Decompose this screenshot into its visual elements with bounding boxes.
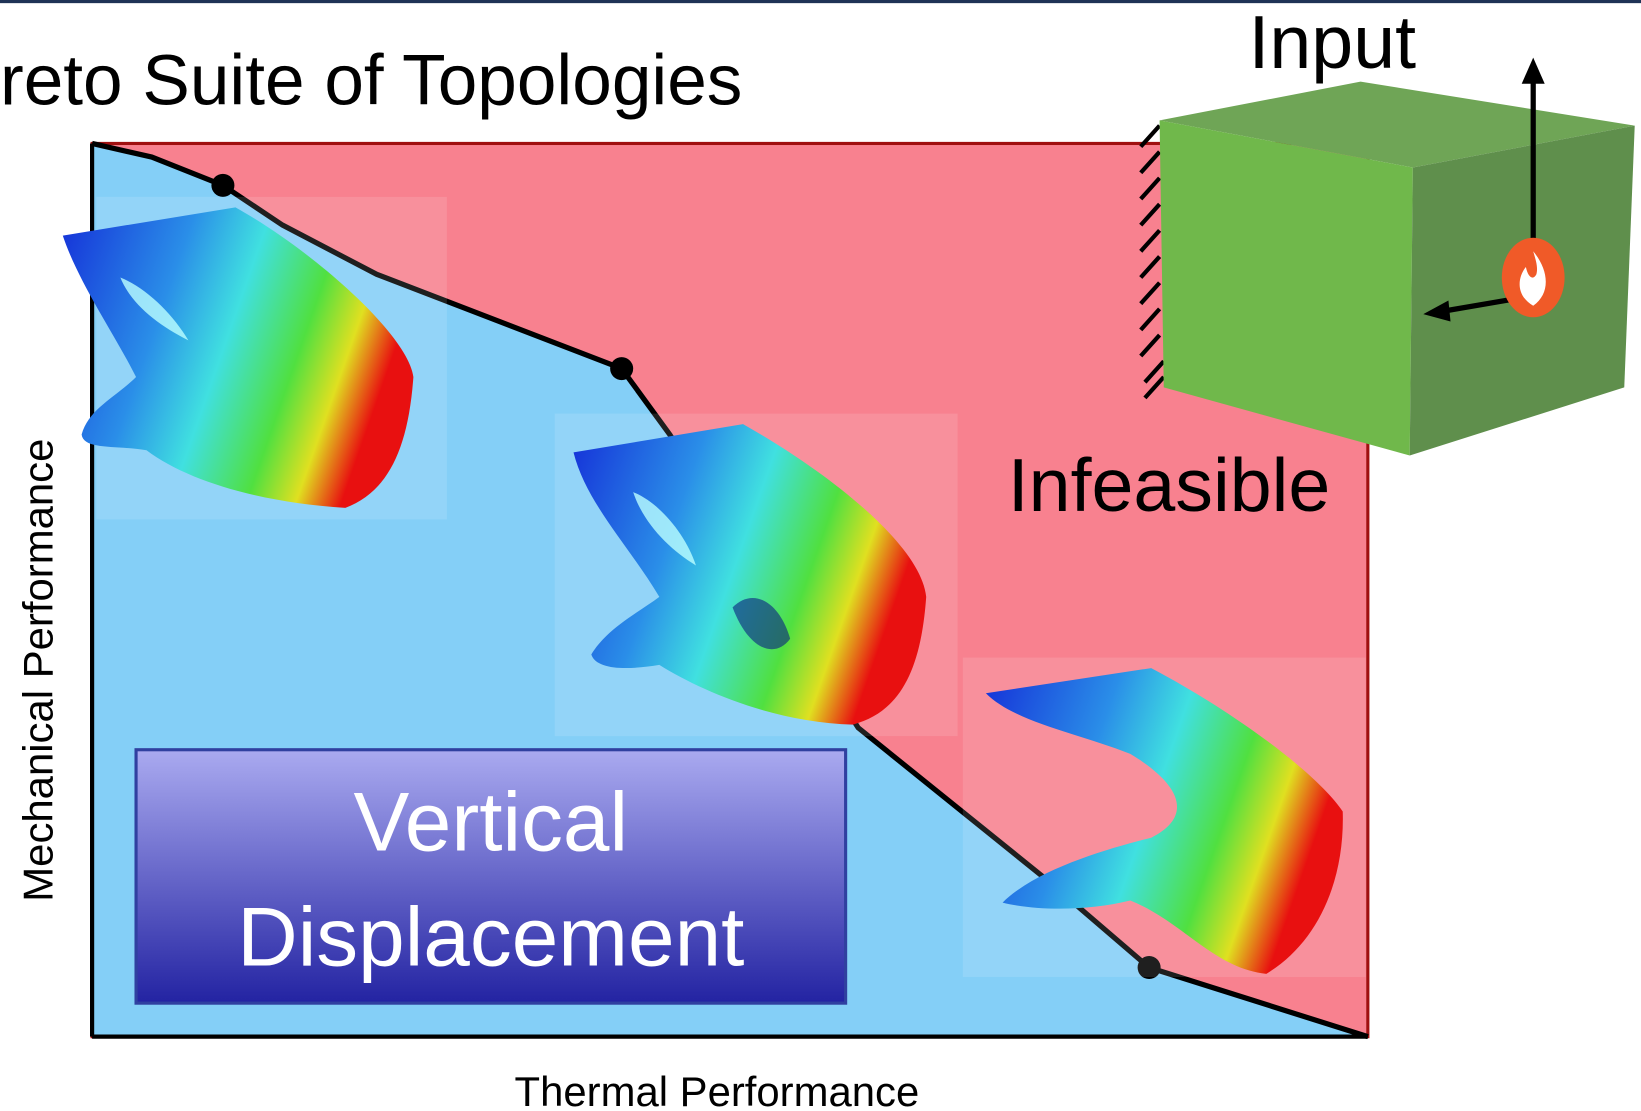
y-axis-label: Mechanical Performance [14, 439, 61, 902]
pareto-point [1137, 956, 1161, 980]
input-label: Input [1248, 0, 1416, 84]
x-axis-label: Thermal Performance [515, 1068, 920, 1111]
mode-line: Vertical [354, 774, 629, 868]
pareto-point [610, 357, 634, 381]
topology-3 [962, 657, 1366, 977]
title: reto Suite of Topologies [0, 42, 742, 121]
input-block [1139, 57, 1635, 456]
mode-box [134, 748, 848, 1005]
topology-1 [62, 196, 447, 520]
infeasible-label: Infeasible [1008, 443, 1331, 527]
top-rule [0, 0, 1641, 4]
pareto-point [211, 173, 235, 197]
topology-2 [554, 413, 958, 737]
mode-line: Displacement [237, 889, 744, 983]
